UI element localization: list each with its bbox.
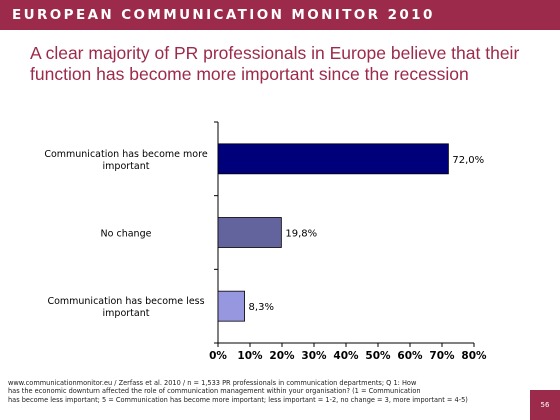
slide-headline: A clear majority of PR professionals in … <box>30 43 520 84</box>
bar-value-label: 72,0% <box>452 155 484 166</box>
source-line-3: has become less important; 5 = Communica… <box>8 395 468 404</box>
x-tick-label: 30% <box>301 350 327 362</box>
bar-value-label: 19,8% <box>285 229 317 240</box>
bar <box>217 143 449 175</box>
banner-title: EUROPEAN COMMUNICATION MONITOR 2010 <box>12 7 435 23</box>
page-number: 56 <box>530 390 560 420</box>
x-tick-label: 20% <box>269 350 295 362</box>
category-label: important <box>103 308 150 319</box>
bar-chart: 0% 10% 20% 30% 40% 50% 60% 70% 80% 72,0% Communica… <box>44 121 487 362</box>
x-tick-label: 70% <box>429 350 455 362</box>
x-tick-label: 80% <box>461 350 487 362</box>
bar-value-label: 8,3% <box>249 302 274 313</box>
bar <box>217 217 282 248</box>
x-tick-label: 10% <box>237 350 263 362</box>
x-tick-label: 0% <box>209 350 227 362</box>
category-label: Communication has become more <box>44 149 208 160</box>
category-label: important <box>103 161 150 172</box>
header-banner: EUROPEAN COMMUNICATION MONITOR 2010 <box>0 0 560 30</box>
category-label: No change <box>101 229 152 240</box>
source-line-1: www.communicationmonitor.eu / Zerfass et… <box>8 379 417 387</box>
x-tick-label: 40% <box>333 350 359 362</box>
source-footnote: www.communicationmonitor.eu / Zerfass et… <box>8 379 508 404</box>
x-tick-label: 50% <box>365 350 391 362</box>
bar <box>217 290 245 322</box>
source-line-2: has the economic downturn affected the r… <box>8 387 421 396</box>
x-tick-label: 60% <box>397 350 423 362</box>
category-label: Communication has become less <box>47 296 204 307</box>
